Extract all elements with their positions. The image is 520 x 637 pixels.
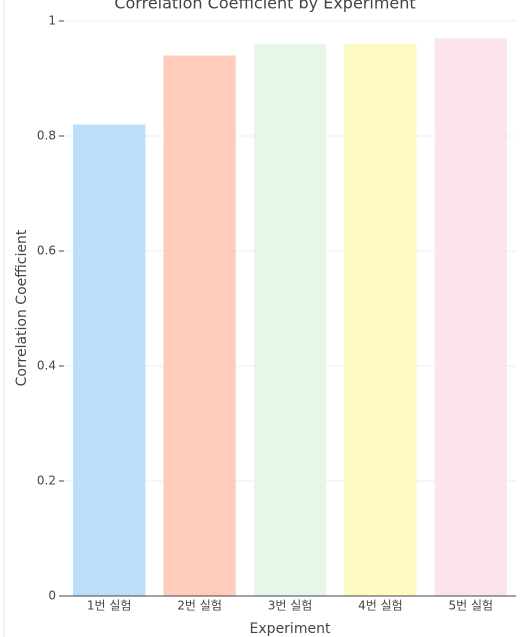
bar — [344, 44, 417, 596]
x-tick-label: 3번 실험 — [268, 599, 313, 613]
bar — [73, 124, 146, 596]
bar — [434, 38, 507, 596]
chart-title: Correlation Coefficient by Experiment — [114, 0, 415, 13]
y-tick-label: 0 — [48, 589, 56, 603]
y-tick-label: 0.8 — [37, 129, 56, 143]
bar — [163, 55, 236, 596]
y-axis-title: Correlation Coefficient — [14, 229, 30, 386]
x-tick-label: 2번 실험 — [177, 599, 222, 613]
y-tick-label: 0.2 — [37, 474, 56, 488]
bar — [253, 44, 327, 596]
x-tick-label: 4번 실험 — [358, 599, 403, 613]
y-tick-label: 1 — [48, 14, 56, 28]
x-tick-label: 1번 실험 — [87, 599, 132, 613]
x-tick-label: 5번 실험 — [449, 599, 494, 613]
y-tick-label: 0.4 — [37, 359, 56, 373]
x-axis-title: Experiment — [250, 621, 331, 637]
y-tick-label: 0.6 — [37, 244, 56, 258]
